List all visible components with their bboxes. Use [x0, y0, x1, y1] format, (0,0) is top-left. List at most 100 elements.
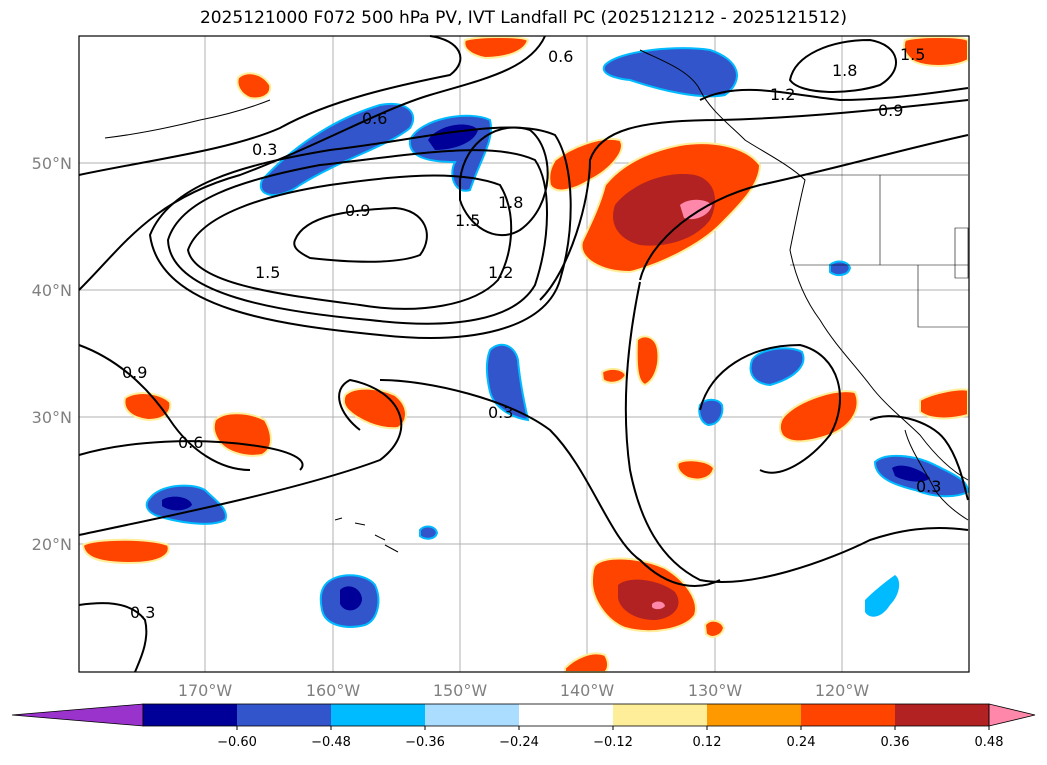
pos-blob-north-2 — [463, 36, 530, 60]
contour-label: 1.2 — [488, 263, 513, 282]
neg-blob-small-1 — [419, 525, 439, 540]
contour-label: 0.3 — [916, 477, 941, 496]
pos-blob-mid-2 — [600, 367, 628, 384]
pos-blob-pnw-dark — [612, 174, 715, 246]
pos-blob-small — [703, 619, 726, 638]
longitude-labels: 170°W 160°W 150°W 140°W 130°W 120°W — [178, 681, 870, 700]
contour-1-2-ne — [699, 87, 969, 102]
map-panel — [79, 36, 969, 672]
colorbar-tick-label: −0.12 — [593, 735, 633, 750]
contour-1-8-loop — [459, 126, 549, 237]
neg-blob-hawaii-core — [340, 586, 362, 611]
state-border-5 — [954, 227, 969, 279]
contour-label: 1.8 — [832, 61, 857, 80]
contour-0-9-loop — [293, 206, 428, 263]
contour-label: 1.5 — [900, 45, 925, 64]
contour-label: 0.3 — [252, 140, 277, 159]
pos-blob-east-3 — [676, 459, 716, 481]
colorbar-tick-label: 0.12 — [693, 735, 722, 750]
colorbar-tick-label: 0.36 — [881, 735, 910, 750]
colorbar-segment — [519, 704, 613, 726]
contour-label: 0.6 — [178, 433, 203, 452]
lat-label-30n: 30°N — [32, 408, 72, 427]
colorbar-tick-label: −0.36 — [405, 735, 445, 750]
colorbar-segment — [425, 704, 519, 726]
contour-1-5-ne — [788, 38, 897, 93]
contour-0-9-west — [78, 344, 251, 471]
pv-contours — [78, 35, 969, 673]
lat-label-50n: 50°N — [32, 154, 72, 173]
lon-label-140w: 140°W — [560, 681, 615, 700]
lon-label-120w: 120°W — [815, 681, 870, 700]
contour-1-2-east — [539, 99, 969, 301]
contour-label: 0.3 — [130, 603, 155, 622]
pos-blob-east-2 — [919, 388, 969, 420]
pos-blob-subtropical-dark — [618, 579, 679, 620]
colorbar-extend-max — [988, 703, 1036, 727]
contour-0-6-west — [78, 440, 304, 471]
colorbar-extend-min — [11, 703, 144, 727]
lon-label-170w: 170°W — [178, 681, 233, 700]
contour-label: 1.5 — [255, 263, 280, 282]
colorbar-tick-label: 0.48 — [975, 735, 1004, 750]
contour-label: 0.6 — [362, 109, 387, 128]
neg-blob-small-3 — [829, 260, 852, 277]
contour-0-9-east — [639, 134, 969, 281]
north-america-coast — [639, 49, 969, 481]
lat-label-20n: 20°N — [32, 535, 72, 554]
pos-blob-north-1 — [236, 72, 272, 100]
contour-0-3-south — [78, 378, 403, 536]
colorbar-segment — [237, 704, 331, 726]
contour-label: 0.9 — [878, 101, 903, 120]
contour-ring-outer — [148, 126, 572, 339]
neg-blob-small-2 — [865, 575, 900, 617]
neg-blob-ca-core — [892, 465, 930, 482]
colorbar-segment — [895, 704, 989, 726]
contour-label: 0.6 — [548, 47, 573, 66]
contour-label: 1.8 — [498, 193, 523, 212]
neg-blob-east-2 — [698, 398, 724, 427]
contour-0-6-north — [78, 35, 546, 291]
baja-coast — [904, 429, 969, 521]
contour-0-3-sw — [78, 602, 148, 673]
colorbar-tick-label: −0.60 — [217, 735, 257, 750]
colorbar-tick-label: 0.24 — [787, 735, 816, 750]
neg-blob-east-1 — [749, 347, 805, 387]
colorbar-tick-label: −0.48 — [311, 735, 351, 750]
lat-label-40n: 40°N — [32, 281, 72, 300]
contour-label: 0.9 — [122, 363, 147, 382]
colorbar-segment — [801, 704, 895, 726]
pos-blob-mid-1 — [635, 335, 660, 387]
contour-ring-mid — [166, 149, 548, 325]
contour-labels: 0.3 0.6 0.9 1.5 1.8 1.2 1.5 0.6 1.8 1.2 … — [122, 45, 941, 622]
colorbar-tick-label: −0.24 — [499, 735, 539, 750]
contour-label: 1.2 — [770, 85, 795, 104]
lon-label-130w: 130°W — [688, 681, 743, 700]
contour-0-3-north — [78, 35, 462, 176]
colorbar-segment — [331, 704, 425, 726]
aleutian-islands — [104, 99, 271, 139]
state-border-4 — [917, 265, 968, 328]
pos-blob-pnw-max — [680, 199, 712, 220]
neg-blob-bc-coast — [602, 47, 738, 98]
hawaii-islands — [334, 517, 399, 553]
pos-blob-subtropical-max — [652, 601, 665, 610]
neg-blob-central — [486, 343, 530, 422]
contour-ca-loop — [869, 415, 969, 501]
contour-label: 0.3 — [488, 403, 513, 422]
colorbar-frame — [142, 703, 990, 727]
colorbar: −0.60 −0.48 −0.36 −0.24 −0.12 0.12 0.24 0.36 0.4… — [11, 703, 1036, 750]
pos-blob-pnw-north — [548, 137, 623, 192]
lon-label-150w: 150°W — [433, 681, 488, 700]
contour-label: 0.9 — [345, 201, 370, 220]
map-frame — [78, 35, 970, 673]
neg-blob-west-core — [162, 496, 192, 511]
lon-label-160w: 160°W — [306, 681, 361, 700]
latitude-labels: 50°N 40°N 30°N 20°N — [32, 154, 72, 554]
positive-pc-regions — [81, 36, 969, 673]
contour-central-south — [624, 281, 969, 583]
contour-east-loop — [699, 343, 841, 474]
pos-blob-north-3 — [902, 36, 969, 67]
coastlines — [104, 49, 969, 553]
